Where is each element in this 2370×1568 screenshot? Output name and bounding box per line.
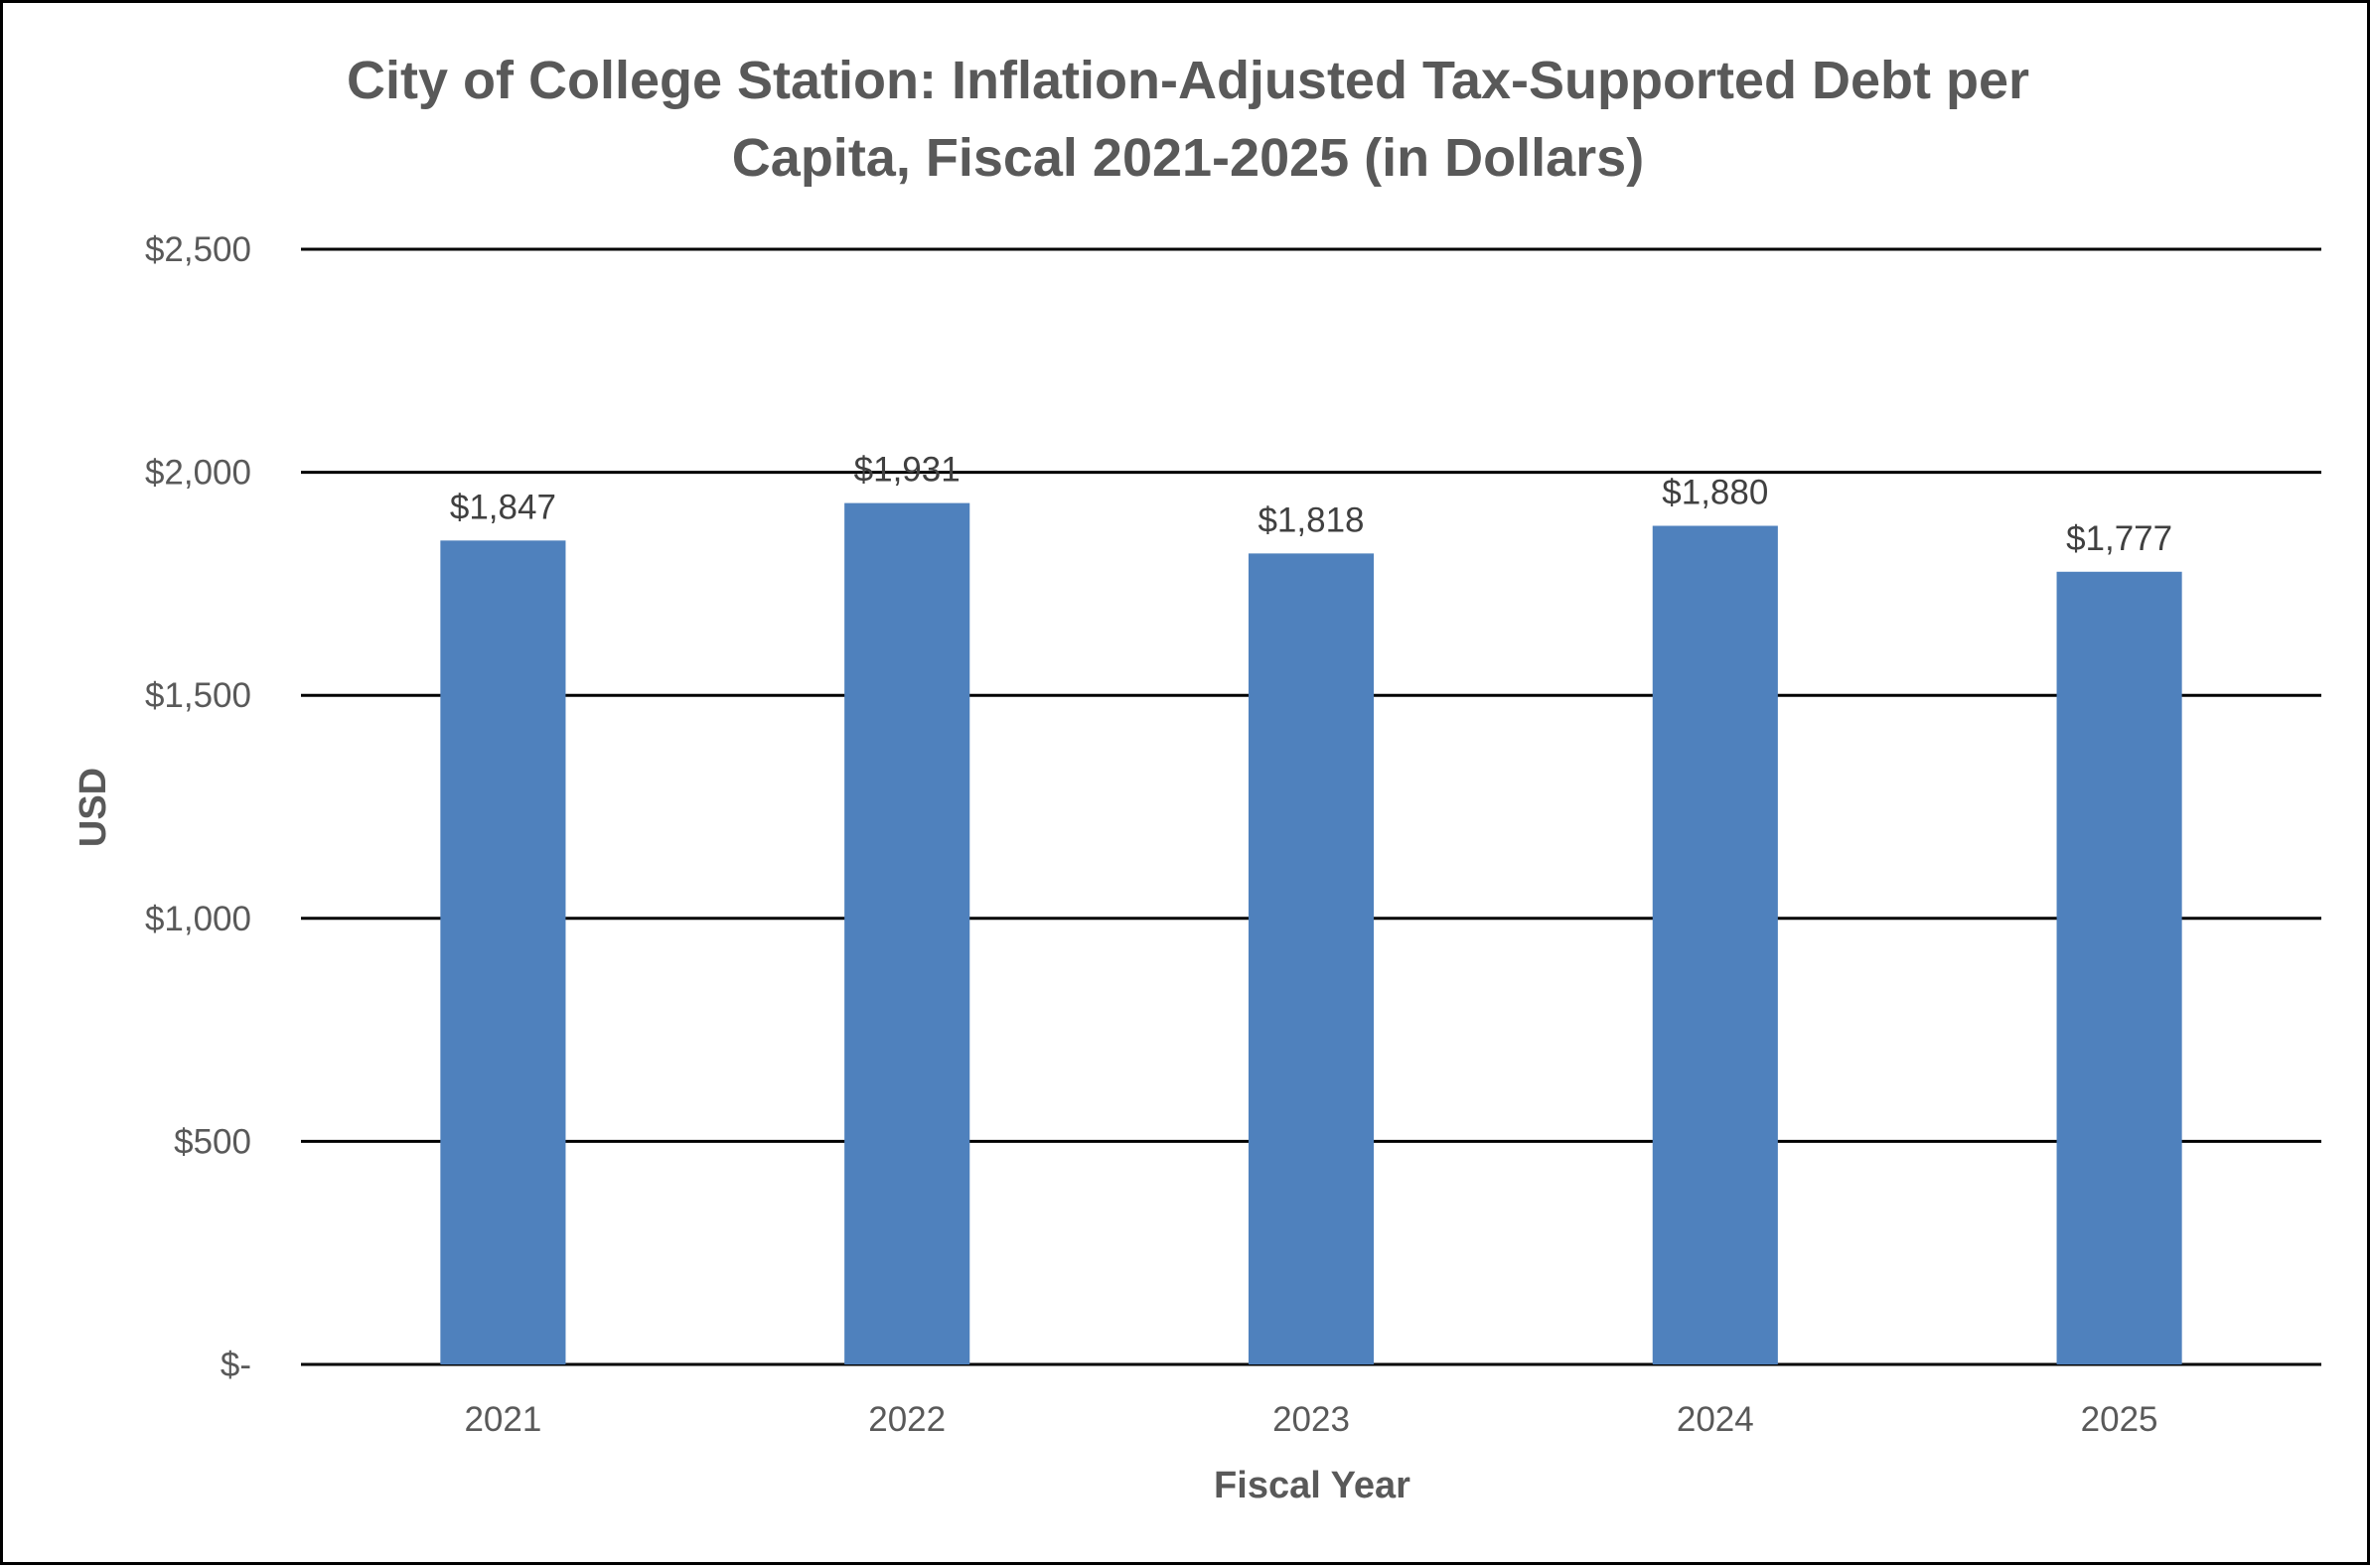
bar-2025 [2056, 571, 2182, 1364]
chart-title-line-1: City of College Station: Inflation-Adjus… [347, 51, 2029, 110]
bar-2022 [844, 502, 970, 1364]
y-axis-tick-labels: $- $500 $1,000 $1,500 $2,000 $2,500 [145, 230, 251, 1384]
x-tick-label-2022: 2022 [868, 1400, 946, 1439]
data-label-2023: $1,818 [1258, 500, 1364, 539]
y-tick-label-2000: $2,000 [145, 454, 251, 493]
bar-2024 [1652, 525, 1778, 1364]
x-tick-label-2025: 2025 [2081, 1400, 2158, 1439]
x-tick-label-2021: 2021 [464, 1400, 541, 1439]
data-label-2025: $1,777 [2066, 519, 2172, 558]
bar-2023 [1248, 553, 1375, 1364]
y-tick-label-0: $- [221, 1346, 251, 1384]
y-tick-label-500: $500 [174, 1122, 251, 1161]
x-tick-label-2024: 2024 [1677, 1400, 1754, 1439]
y-tick-label-1500: $1,500 [145, 676, 251, 715]
bar-2021 [440, 540, 566, 1364]
data-label-2022: $1,931 [854, 451, 961, 490]
y-tick-label-1000: $1,000 [145, 900, 251, 938]
y-tick-label-2500: $2,500 [145, 230, 251, 269]
x-tick-label-2023: 2023 [1272, 1400, 1350, 1439]
y-axis-title: USD [73, 768, 114, 847]
chart-title-line-2: Capita, Fiscal 2021-2025 (in Dollars) [732, 128, 1644, 188]
x-axis-tick-labels: 2021 2022 2023 2024 2025 [464, 1400, 2157, 1439]
bar-chart: City of College Station: Inflation-Adjus… [73, 51, 2321, 1506]
data-label-2021: $1,847 [450, 488, 556, 526]
chart-title: City of College Station: Inflation-Adjus… [347, 51, 2029, 188]
x-axis-title: Fiscal Year [1214, 1465, 1410, 1506]
data-label-2024: $1,880 [1662, 474, 1768, 512]
data-labels: $1,847 $1,931 $1,818 $1,880 $1,777 [450, 451, 2172, 558]
bars [440, 502, 2182, 1364]
